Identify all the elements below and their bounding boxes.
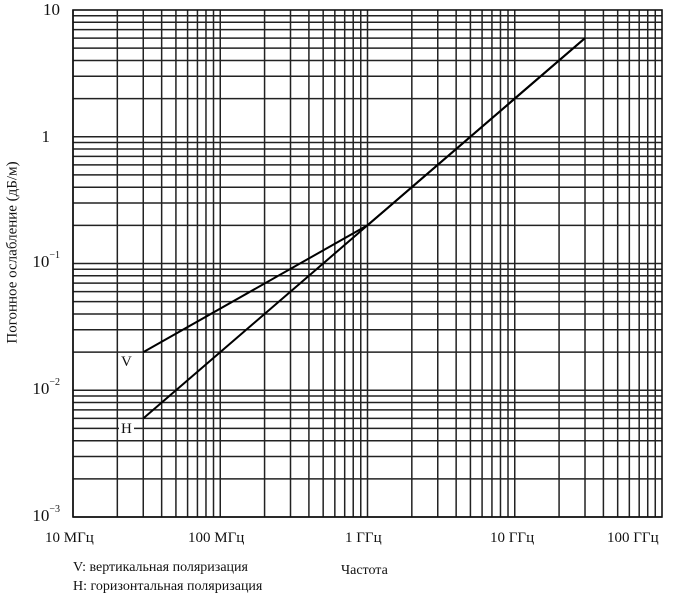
y-tick-0.01: 10−2 [32, 377, 60, 398]
curve-label-v: V [119, 354, 134, 370]
y-tick-0.001: 10−3 [32, 504, 60, 525]
plot-frame [72, 9, 663, 518]
x-tick-100mhz: 100 МГц [188, 530, 245, 546]
curve-h [142, 37, 586, 420]
legend-v: V: вертикальная поляризация [73, 560, 248, 575]
x-tick-10ghz: 10 ГГц [490, 530, 535, 546]
x-tick-1ghz: 1 ГГц [345, 530, 382, 546]
grid-lines [72, 10, 662, 518]
x-axis-label: Частота [341, 563, 388, 578]
x-tick-100ghz: 100 ГГц [607, 530, 659, 546]
y-tick-0.1: 10−1 [32, 250, 60, 271]
y-axis-label: Погонное ослабление (дБ/м) [4, 161, 21, 344]
legend-h: H: горизонтальная поляризация [73, 579, 263, 594]
y-tick-10: 10 [43, 0, 60, 19]
curve-label-h: H [119, 421, 134, 437]
curve-v [142, 37, 586, 353]
x-tick-10mhz: 10 МГц [45, 530, 94, 546]
y-tick-1: 1 [41, 127, 51, 146]
data-curves [142, 37, 586, 420]
